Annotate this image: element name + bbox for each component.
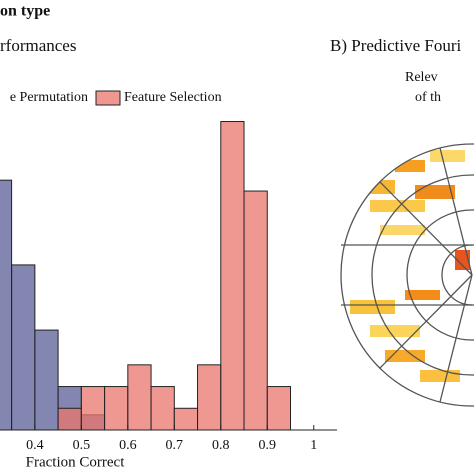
x-tick-label: 0.7 [166,438,184,453]
legend-label: e Permutation [10,90,88,105]
heat-cell [430,150,465,162]
histogram-bar [0,179,13,431]
histogram-bar [173,407,199,431]
legend-swatch [95,90,121,106]
heat-cell [420,370,460,382]
histogram-bar [34,329,59,431]
heat-cell [415,185,455,199]
histogram-bar [11,264,36,431]
heat-cell [350,300,395,314]
heat-cell [370,325,420,337]
x-tick-label: 0.5 [73,438,91,453]
panel-note: of th [415,90,441,105]
histogram-bar [57,407,82,431]
heat-cell [455,250,470,270]
x-tick-label: 0.6 [119,438,137,453]
polar-plot [340,143,474,407]
x-tick-label: 1 [310,438,317,453]
x-tick-label: 0.4 [26,438,44,453]
panel-title: rformances [0,36,76,55]
x-tick-label: 0.8 [212,438,230,453]
panel-title: B) Predictive Fouri [330,36,462,55]
histogram-bar [80,386,106,431]
x-axis-label: Fraction Correct [26,454,126,470]
histogram-bar [104,386,129,431]
histogram-bar [220,121,245,431]
panel-note: Relev [405,70,438,85]
histogram-bar [266,386,292,431]
heat-cell [370,200,425,212]
histogram-bar [127,364,152,431]
figure-title: on type [0,3,50,20]
heat-cell [380,225,425,235]
histogram-bar [197,364,222,431]
histogram-bar [243,190,268,431]
legend-label: Feature Selection [124,90,222,105]
heat-cell [405,290,440,300]
x-tick-label: 0.9 [259,438,277,453]
histogram-bar [150,386,175,431]
